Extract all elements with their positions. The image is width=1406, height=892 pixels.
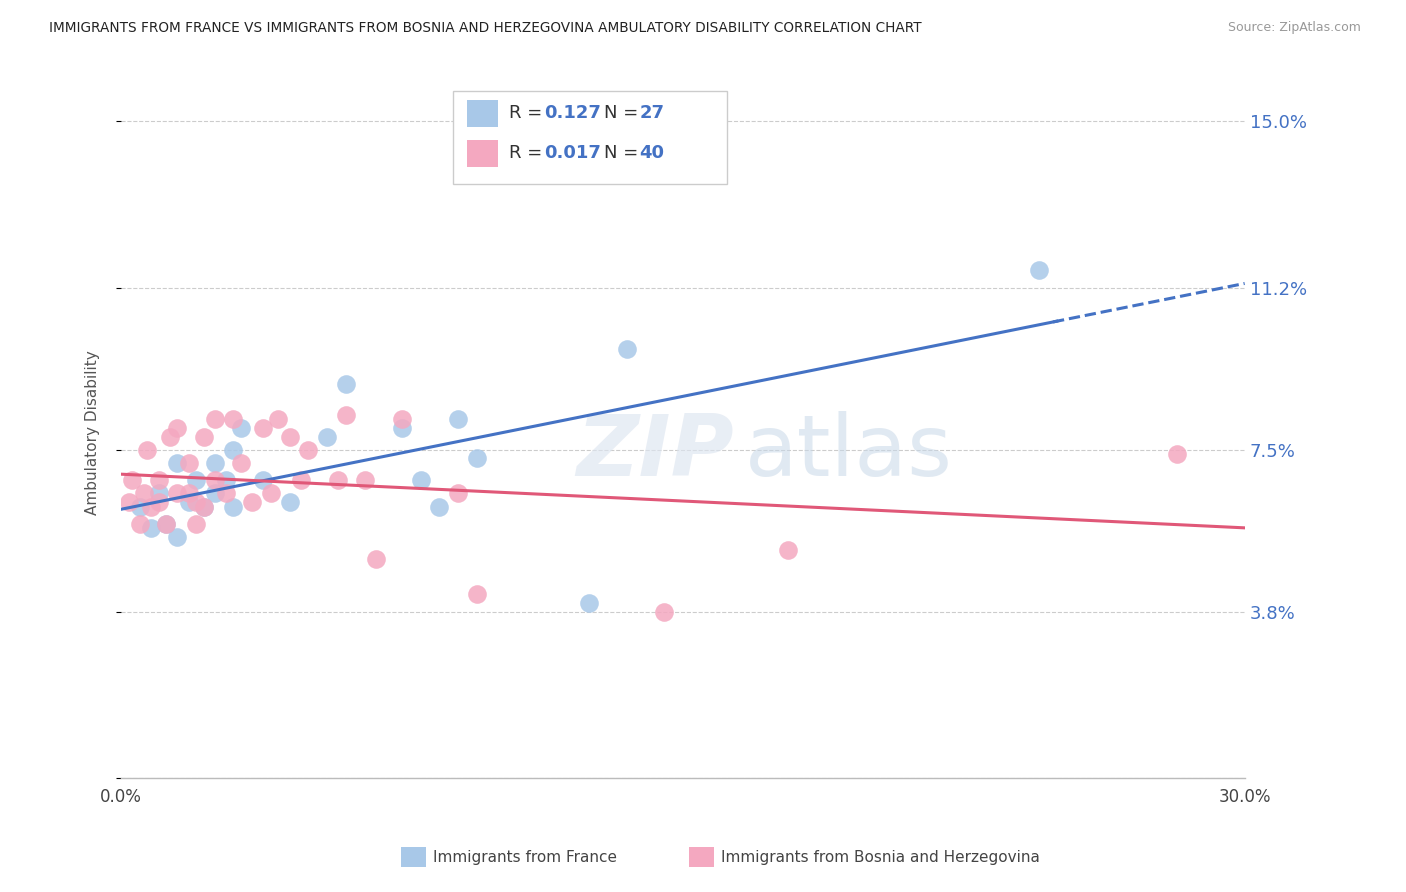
Point: [121, 473, 143, 487]
Point: [465, 587, 488, 601]
Point: [148, 473, 170, 487]
Point: [353, 473, 375, 487]
Point: [117, 495, 139, 509]
Text: 0.127: 0.127: [544, 104, 600, 122]
Text: 0.017: 0.017: [544, 145, 600, 162]
Point: [429, 500, 451, 514]
Point: [335, 376, 357, 391]
Point: [222, 412, 245, 426]
Point: [177, 456, 200, 470]
Point: [155, 517, 177, 532]
Point: [297, 442, 319, 457]
Point: [222, 500, 245, 514]
Point: [204, 412, 226, 426]
Point: [364, 552, 387, 566]
Point: [204, 473, 226, 487]
Point: [1028, 263, 1050, 277]
Point: [252, 473, 274, 487]
Point: [616, 342, 638, 356]
Point: [166, 456, 188, 470]
Point: [184, 473, 207, 487]
Point: [177, 495, 200, 509]
Text: R =: R =: [509, 145, 548, 162]
Text: Immigrants from France: Immigrants from France: [433, 850, 617, 864]
Point: [139, 521, 162, 535]
Point: [204, 456, 226, 470]
Point: [193, 429, 215, 443]
Point: [335, 408, 357, 422]
Point: [260, 486, 283, 500]
Text: R =: R =: [509, 104, 548, 122]
Point: [166, 486, 188, 500]
Point: [215, 486, 238, 500]
Text: 40: 40: [640, 145, 665, 162]
Point: [166, 530, 188, 544]
Point: [193, 500, 215, 514]
Point: [328, 473, 350, 487]
Point: [136, 442, 159, 457]
Point: [447, 412, 470, 426]
Point: [278, 495, 301, 509]
Point: [204, 486, 226, 500]
Point: [267, 412, 290, 426]
Point: [148, 495, 170, 509]
Text: Immigrants from Bosnia and Herzegovina: Immigrants from Bosnia and Herzegovina: [721, 850, 1040, 864]
Point: [184, 495, 207, 509]
Point: [132, 486, 155, 500]
Point: [240, 495, 263, 509]
Text: N =: N =: [605, 104, 644, 122]
Text: atlas: atlas: [745, 411, 953, 494]
Point: [652, 605, 675, 619]
Point: [128, 500, 150, 514]
Text: N =: N =: [605, 145, 644, 162]
Point: [229, 456, 252, 470]
Point: [229, 421, 252, 435]
Point: [391, 412, 413, 426]
Point: [447, 486, 470, 500]
Y-axis label: Ambulatory Disability: Ambulatory Disability: [86, 350, 100, 515]
Point: [391, 421, 413, 435]
Point: [193, 500, 215, 514]
Text: Source: ZipAtlas.com: Source: ZipAtlas.com: [1227, 21, 1361, 35]
Point: [409, 473, 432, 487]
Point: [1166, 447, 1188, 461]
Point: [128, 517, 150, 532]
Point: [139, 500, 162, 514]
Point: [252, 421, 274, 435]
Point: [290, 473, 312, 487]
Point: [166, 421, 188, 435]
Point: [148, 486, 170, 500]
Point: [222, 442, 245, 457]
Point: [155, 517, 177, 532]
Point: [278, 429, 301, 443]
Point: [184, 517, 207, 532]
Point: [177, 486, 200, 500]
Text: ZIP: ZIP: [576, 411, 734, 494]
Point: [578, 596, 600, 610]
Point: [776, 543, 799, 558]
Point: [465, 451, 488, 466]
Point: [215, 473, 238, 487]
Text: 27: 27: [640, 104, 665, 122]
Point: [159, 429, 181, 443]
Point: [316, 429, 339, 443]
Text: IMMIGRANTS FROM FRANCE VS IMMIGRANTS FROM BOSNIA AND HERZEGOVINA AMBULATORY DISA: IMMIGRANTS FROM FRANCE VS IMMIGRANTS FRO…: [49, 21, 922, 36]
